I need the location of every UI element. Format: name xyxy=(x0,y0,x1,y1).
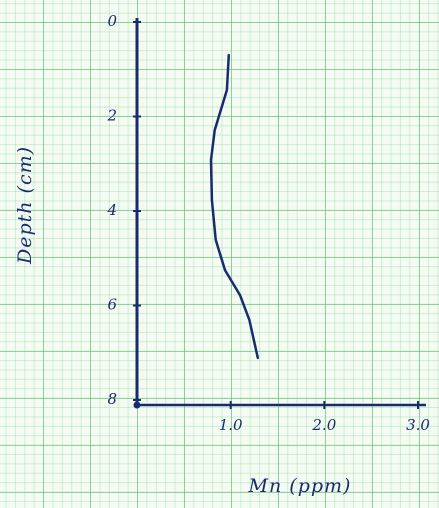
y-tick-label: 6 xyxy=(107,296,117,314)
x-axis-title: Mn (ppm) xyxy=(248,475,352,497)
y-axis-title: Depth (cm) xyxy=(14,146,36,265)
x-tick-label: 2.0 xyxy=(311,416,336,434)
x-tick-label: 1.0 xyxy=(219,416,243,434)
y-tick-label: 8 xyxy=(107,390,117,408)
x-tick-label: 3.0 xyxy=(406,416,430,434)
origin-dot xyxy=(133,401,141,409)
y-tick-label: 0 xyxy=(107,12,117,30)
y-tick-label: 4 xyxy=(106,201,117,219)
profile-line xyxy=(209,53,260,360)
y-tick-label: 2 xyxy=(106,107,117,125)
